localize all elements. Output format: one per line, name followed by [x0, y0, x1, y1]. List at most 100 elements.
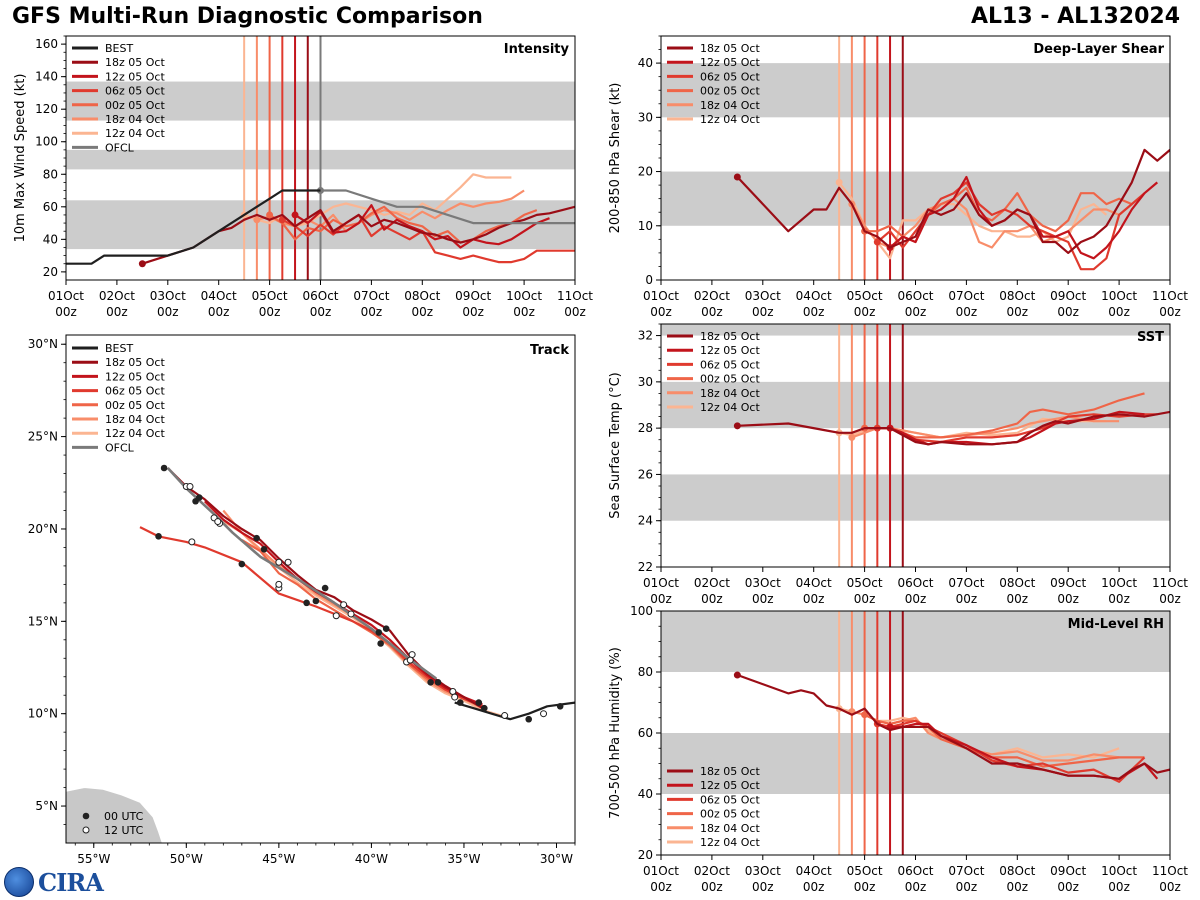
- run-start-marker: [266, 211, 274, 219]
- y-tick-label: 40: [638, 56, 653, 70]
- x-tick-label: 30°W: [540, 852, 573, 866]
- x-tick-label: 05Oct: [847, 289, 883, 303]
- y-tick-label: 0: [645, 273, 653, 287]
- track-marker-12utc: [186, 482, 194, 490]
- legend-label-06z-05-oct: 06z 05 Oct: [105, 385, 165, 398]
- track-marker-00utc: [427, 678, 434, 686]
- x-tick-sublabel: 00z: [361, 305, 383, 319]
- y-tick-label: 10°N: [28, 707, 58, 721]
- plot-frame-track: [65, 334, 576, 844]
- y-tick-label: 20: [638, 165, 653, 179]
- x-tick-label: 03Oct: [150, 289, 186, 303]
- y-tick-label: 120: [35, 102, 58, 116]
- track-marker-00utc: [238, 560, 246, 568]
- land-mass: [66, 787, 163, 843]
- track-marker-12utc: [275, 580, 283, 588]
- y-tick-label: 15°N: [28, 614, 58, 628]
- x-tick-sublabel: 00z: [106, 305, 128, 319]
- storm-id-title: AL13 - AL132024: [971, 4, 1180, 29]
- y-tick-label: 10: [638, 219, 653, 233]
- series-line-18z-05-oct: [141, 205, 575, 265]
- x-tick-label: 40°W: [355, 852, 388, 866]
- track-marker-00utc: [525, 715, 533, 723]
- x-tick-label: 06Oct: [897, 289, 933, 303]
- series-line-18z-05-oct: [737, 410, 1170, 446]
- track-marker-12utc: [332, 612, 340, 620]
- x-tick-sublabel: 00z: [1007, 592, 1029, 606]
- legend-label-18z-04-oct: 18z 04 Oct: [105, 413, 165, 426]
- y-tick-label: 30°N: [28, 337, 58, 351]
- x-tick-sublabel: 00z: [854, 305, 876, 319]
- legend-label-18z-05-oct: 18z 05 Oct: [700, 330, 760, 343]
- y-tick-label: 32: [638, 329, 653, 343]
- x-tick-label: 09Oct: [1050, 576, 1086, 590]
- track-marker-00utc: [377, 640, 384, 647]
- legend-label-12z-05-oct: 12z 05 Oct: [700, 56, 760, 69]
- series-line-06z-05-oct: [281, 213, 575, 264]
- x-tick-label: 11Oct: [1152, 289, 1188, 303]
- legend-label-best: BEST: [105, 42, 133, 55]
- x-tick-sublabel: 00z: [854, 880, 876, 894]
- x-tick-label: 04Oct: [796, 864, 832, 878]
- legend-label-06z-05-oct: 06z 05 Oct: [105, 85, 165, 98]
- y-axis-label: Sea Surface Temp (°C): [608, 372, 623, 519]
- x-tick-label: 07Oct: [353, 289, 389, 303]
- y-axis-label: 700-500 hPa Humidity (%): [608, 647, 623, 819]
- y-tick-label: 60: [43, 200, 58, 214]
- x-tick-label: 07Oct: [948, 864, 984, 878]
- x-tick-sublabel: 00z: [1057, 305, 1079, 319]
- x-tick-sublabel: 00z: [1159, 592, 1181, 606]
- y-tick-label: 100: [630, 604, 653, 618]
- series-line-18z-05-oct: [737, 673, 1170, 780]
- shaded-band: [661, 474, 1170, 521]
- x-tick-label: 06Oct: [897, 864, 933, 878]
- x-tick-sublabel: 00z: [1159, 880, 1181, 894]
- x-tick-label: 01Oct: [643, 864, 679, 878]
- x-tick-label: 09Oct: [1050, 864, 1086, 878]
- y-axis-label: 200-850 hPa Shear (kt): [608, 83, 623, 234]
- track-marker-12utc: [214, 518, 222, 526]
- y-tick-label: 140: [35, 70, 58, 84]
- run-start-marker: [861, 711, 869, 719]
- x-tick-label: 11Oct: [1152, 576, 1188, 590]
- x-tick-label: 01Oct: [643, 289, 679, 303]
- x-tick-label: 50°W: [170, 852, 203, 866]
- x-tick-label: 35°W: [447, 852, 480, 866]
- legend-label-18z-04-oct: 18z 04 Oct: [700, 99, 760, 112]
- x-tick-sublabel: 00z: [462, 305, 484, 319]
- legend-label-12z-04-oct: 12z 04 Oct: [700, 113, 760, 126]
- track-marker-12utc: [284, 558, 292, 566]
- legend-label-18z-04-oct: 18z 04 Oct: [700, 822, 760, 835]
- x-tick-label: 02Oct: [694, 576, 730, 590]
- legend-label-12z-05-oct: 12z 05 Oct: [105, 370, 165, 383]
- x-tick-sublabel: 00z: [854, 592, 876, 606]
- y-tick-label: 5°N: [35, 799, 58, 813]
- legend-label-18z-05-oct: 18z 05 Oct: [700, 42, 760, 55]
- cira-logo-text: CIRA: [38, 867, 104, 897]
- x-tick-label: 04Oct: [796, 289, 832, 303]
- x-tick-label: 10Oct: [1101, 864, 1137, 878]
- track-marker-00utc: [253, 534, 260, 542]
- x-tick-label: 08Oct: [404, 289, 440, 303]
- track-line-best: [454, 701, 575, 721]
- y-tick-label: 22: [638, 560, 653, 574]
- x-tick-label: 05Oct: [252, 289, 288, 303]
- run-start-marker: [138, 260, 146, 268]
- track-line-ofcl: [166, 467, 437, 680]
- x-tick-sublabel: 00z: [1159, 305, 1181, 319]
- x-tick-sublabel: 00z: [650, 305, 672, 319]
- y-tick-label: 30: [638, 110, 653, 124]
- x-tick-sublabel: 00z: [752, 880, 774, 894]
- track-marker-00utc: [375, 629, 383, 636]
- legend-label-18z-04-oct: 18z 04 Oct: [700, 387, 760, 400]
- x-tick-sublabel: 00z: [905, 592, 927, 606]
- run-start-marker: [835, 178, 843, 186]
- x-tick-sublabel: 00z: [701, 592, 723, 606]
- x-tick-sublabel: 00z: [752, 592, 774, 606]
- x-tick-sublabel: 00z: [701, 305, 723, 319]
- track-marker-12utc: [501, 712, 509, 720]
- y-axis-label: 10m Max Wind Speed (kt): [13, 74, 28, 243]
- x-tick-sublabel: 00z: [55, 305, 77, 319]
- x-tick-label: 07Oct: [948, 576, 984, 590]
- y-tick-label: 60: [638, 726, 653, 740]
